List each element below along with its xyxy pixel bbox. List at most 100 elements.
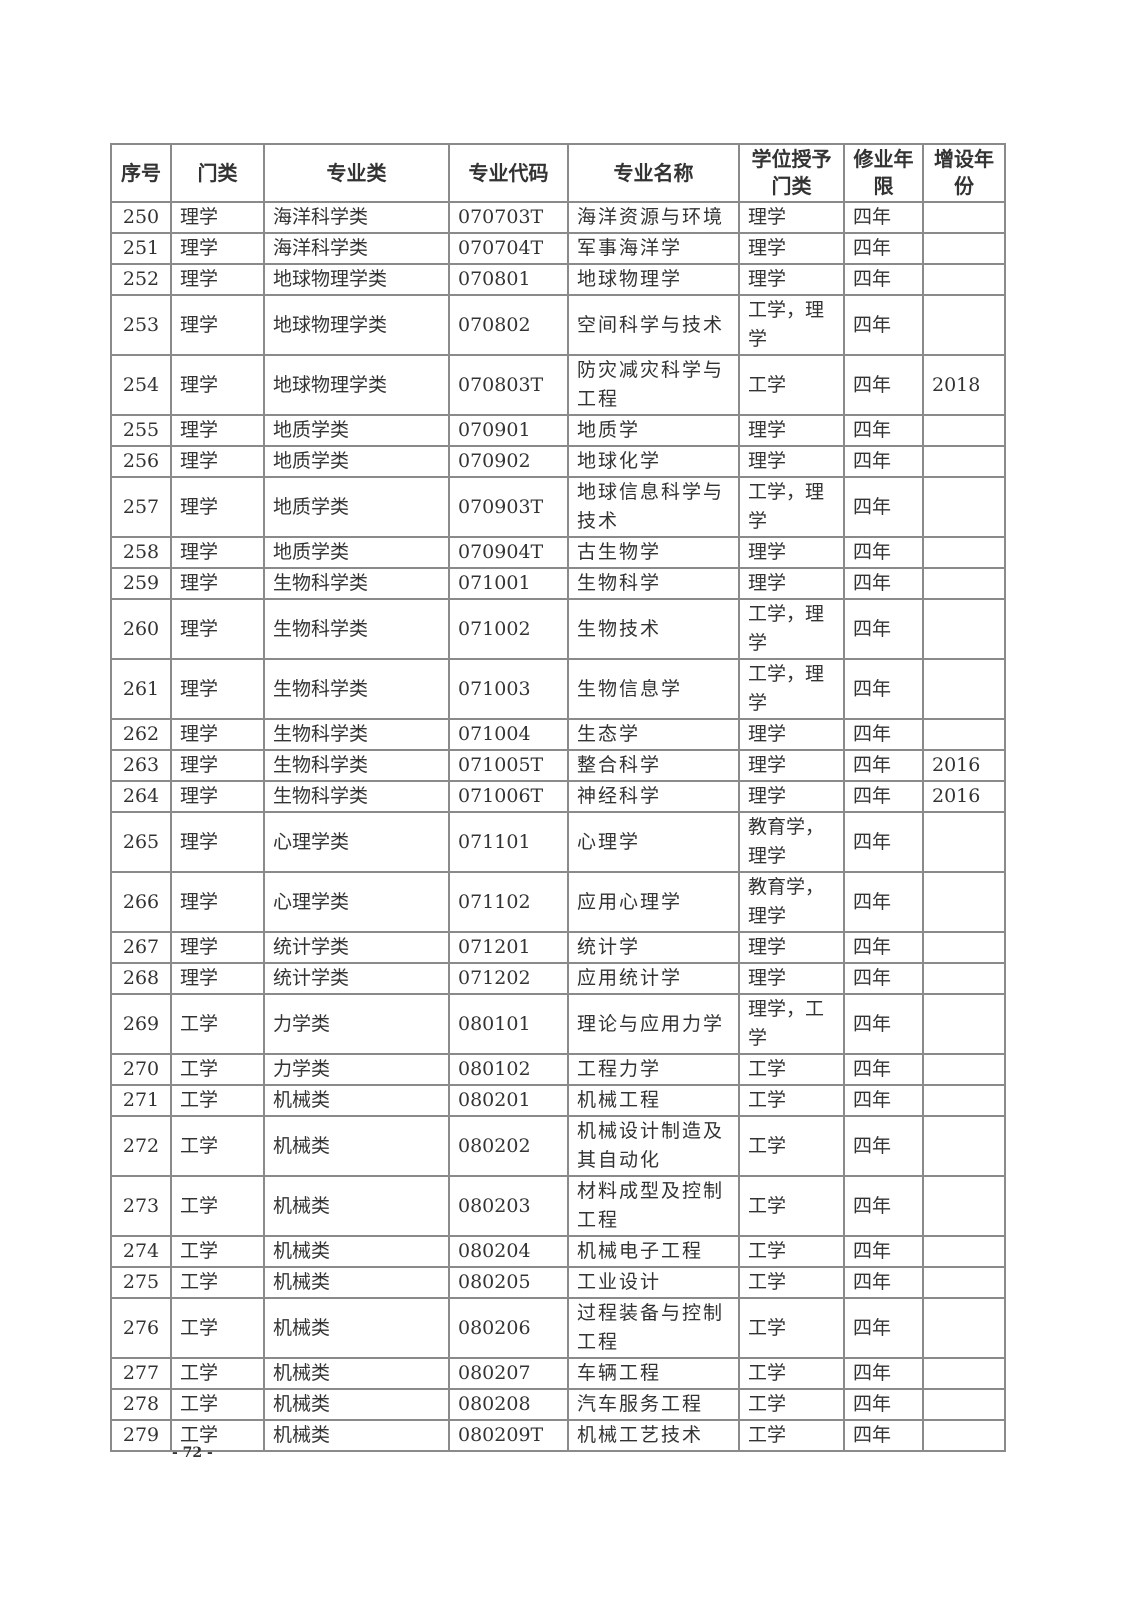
cell-degree-category: 理学	[738, 414, 845, 447]
cell-major-class: 地质学类	[263, 476, 450, 538]
cell-degree-category: 工学	[738, 1175, 845, 1237]
cell-duration: 四年	[843, 1235, 924, 1268]
cell-seq: 265	[110, 811, 172, 873]
cell-category: 理学	[170, 598, 265, 660]
cell-major-class: 地球物理学类	[263, 354, 450, 416]
table-row: 272 工学 机械类 080202 机械设计制造及其自动化 工学 四年	[110, 1115, 1006, 1177]
cell-major-name: 地质学	[567, 414, 740, 447]
cell-major-class: 地球物理学类	[263, 294, 450, 356]
cell-category: 理学	[170, 201, 265, 234]
cell-category: 理学	[170, 811, 265, 873]
cell-degree-category: 工学	[738, 354, 845, 416]
cell-degree-category: 理学	[738, 962, 845, 995]
cell-major-name: 机械工程	[567, 1084, 740, 1117]
cell-duration: 四年	[843, 354, 924, 416]
cell-duration: 四年	[843, 294, 924, 356]
cell-major-class: 生物科学类	[263, 658, 450, 720]
cell-year-added	[922, 445, 1006, 478]
cell-major-code: 080102	[448, 1053, 569, 1086]
cell-major-name: 防灾减灾科学与工程	[567, 354, 740, 416]
cell-category: 工学	[170, 1175, 265, 1237]
table-row: 257 理学 地质学类 070903T 地球信息科学与技术 工学，理学 四年	[110, 476, 1006, 538]
cell-major-class: 机械类	[263, 1388, 450, 1421]
majors-table: 序号 门类 专业类 专业代码 专业名称 学位授予门类 修业年限 增设年份 250 理学 海洋科学类…	[110, 143, 1006, 1452]
cell-duration: 四年	[843, 476, 924, 538]
table-row: 254 理学 地球物理学类 070803T 防灾减灾科学与工程 工学 四年 2018	[110, 354, 1006, 416]
cell-category: 理学	[170, 962, 265, 995]
cell-major-code: 070704T	[448, 232, 569, 265]
cell-duration: 四年	[843, 811, 924, 873]
cell-seq: 264	[110, 780, 172, 813]
table-row: 270 工学 力学类 080102 工程力学 工学 四年	[110, 1053, 1006, 1086]
cell-seq: 253	[110, 294, 172, 356]
cell-major-name: 统计学	[567, 931, 740, 964]
cell-category: 工学	[170, 1388, 265, 1421]
header-degree-category: 学位授予门类	[738, 143, 845, 203]
cell-major-code: 071006T	[448, 780, 569, 813]
header-major-class: 专业类	[263, 143, 450, 203]
cell-major-class: 机械类	[263, 1266, 450, 1299]
cell-year-added	[922, 1357, 1006, 1390]
cell-major-code: 071002	[448, 598, 569, 660]
cell-major-code: 080206	[448, 1297, 569, 1359]
cell-seq: 273	[110, 1175, 172, 1237]
cell-duration: 四年	[843, 201, 924, 234]
cell-degree-category: 理学	[738, 931, 845, 964]
cell-major-class: 海洋科学类	[263, 232, 450, 265]
header-row: 序号 门类 专业类 专业代码 专业名称 学位授予门类 修业年限 增设年份	[110, 143, 1006, 203]
cell-major-class: 机械类	[263, 1419, 450, 1452]
cell-duration: 四年	[843, 780, 924, 813]
cell-year-added	[922, 536, 1006, 569]
cell-major-code: 071003	[448, 658, 569, 720]
cell-duration: 四年	[843, 1053, 924, 1086]
cell-degree-category: 理学，工学	[738, 993, 845, 1055]
cell-major-code: 071005T	[448, 749, 569, 782]
cell-degree-category: 工学，理学	[738, 598, 845, 660]
cell-year-added: 2016	[922, 749, 1006, 782]
table-row: 250 理学 海洋科学类 070703T 海洋资源与环境 理学 四年	[110, 201, 1006, 234]
cell-seq: 260	[110, 598, 172, 660]
table-row: 267 理学 统计学类 071201 统计学 理学 四年	[110, 931, 1006, 964]
cell-category: 工学	[170, 1115, 265, 1177]
table-row: 279 工学 机械类 080209T 机械工艺技术 工学 四年	[110, 1419, 1006, 1452]
cell-major-class: 地质学类	[263, 536, 450, 569]
cell-year-added	[922, 567, 1006, 600]
cell-year-added	[922, 598, 1006, 660]
cell-category: 理学	[170, 476, 265, 538]
cell-duration: 四年	[843, 658, 924, 720]
cell-degree-category: 理学	[738, 718, 845, 751]
cell-degree-category: 理学	[738, 201, 845, 234]
cell-duration: 四年	[843, 1115, 924, 1177]
table-row: 274 工学 机械类 080204 机械电子工程 工学 四年	[110, 1235, 1006, 1268]
cell-major-class: 机械类	[263, 1084, 450, 1117]
table-row: 265 理学 心理学类 071101 心理学 教育学，理学 四年	[110, 811, 1006, 873]
cell-major-code: 071102	[448, 871, 569, 933]
cell-duration: 四年	[843, 718, 924, 751]
cell-major-class: 力学类	[263, 993, 450, 1055]
cell-degree-category: 工学	[738, 1084, 845, 1117]
cell-degree-category: 理学	[738, 780, 845, 813]
table-row: 251 理学 海洋科学类 070704T 军事海洋学 理学 四年	[110, 232, 1006, 265]
cell-major-name: 理论与应用力学	[567, 993, 740, 1055]
cell-seq: 274	[110, 1235, 172, 1268]
cell-year-added: 2016	[922, 780, 1006, 813]
table-row: 255 理学 地质学类 070901 地质学 理学 四年	[110, 414, 1006, 447]
cell-major-name: 过程装备与控制工程	[567, 1297, 740, 1359]
table-row: 253 理学 地球物理学类 070802 空间科学与技术 工学，理学 四年	[110, 294, 1006, 356]
cell-seq: 272	[110, 1115, 172, 1177]
cell-major-code: 070703T	[448, 201, 569, 234]
cell-major-name: 整合科学	[567, 749, 740, 782]
cell-major-code: 070901	[448, 414, 569, 447]
cell-seq: 252	[110, 263, 172, 296]
cell-major-name: 生态学	[567, 718, 740, 751]
cell-category: 工学	[170, 993, 265, 1055]
cell-major-code: 071202	[448, 962, 569, 995]
cell-degree-category: 教育学，理学	[738, 811, 845, 873]
cell-category: 工学	[170, 1357, 265, 1390]
cell-category: 理学	[170, 871, 265, 933]
cell-seq: 266	[110, 871, 172, 933]
cell-duration: 四年	[843, 1266, 924, 1299]
cell-major-code: 071001	[448, 567, 569, 600]
cell-major-code: 080203	[448, 1175, 569, 1237]
cell-major-code: 070803T	[448, 354, 569, 416]
